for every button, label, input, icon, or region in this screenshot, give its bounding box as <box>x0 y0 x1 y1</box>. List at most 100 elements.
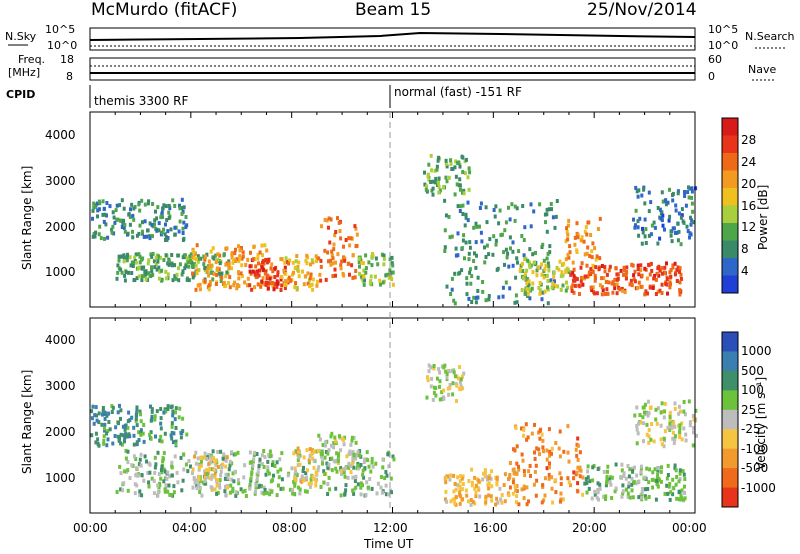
heatmap-cell <box>648 467 652 472</box>
heatmap-cell <box>128 255 132 260</box>
heatmap-cell <box>269 453 273 458</box>
heatmap-cell <box>174 439 178 444</box>
heatmap-cell <box>101 212 105 217</box>
heatmap-cell <box>105 443 109 448</box>
heatmap-cell <box>437 155 440 160</box>
heatmap-cell <box>256 252 260 257</box>
heatmap-cell <box>103 428 106 433</box>
heatmap-cell <box>550 486 554 491</box>
heatmap-cell <box>547 427 551 432</box>
heatmap-cell <box>117 254 121 259</box>
heatmap-cell <box>251 269 255 274</box>
heatmap-cell <box>97 411 101 416</box>
xtick: 00:00 <box>672 521 707 535</box>
heatmap-cell <box>362 282 366 287</box>
heatmap-cell <box>227 265 231 270</box>
heatmap-cell <box>300 269 304 274</box>
heatmap-cell <box>329 434 333 439</box>
heatmap-cell <box>370 254 374 259</box>
heatmap-cell <box>134 260 138 265</box>
heatmap-cell <box>113 434 117 438</box>
heatmap-cell <box>490 484 494 489</box>
heatmap-cell <box>110 227 114 232</box>
heatmap-cell <box>587 270 591 275</box>
heatmap-cell <box>509 246 512 251</box>
heatmap-cell <box>566 223 570 228</box>
heatmap-cell <box>193 454 197 459</box>
heatmap-cell <box>156 483 160 488</box>
heatmap-cell <box>359 492 363 497</box>
heatmap-cell <box>449 161 453 166</box>
heatmap-cell <box>593 246 597 251</box>
heatmap-cell <box>673 261 677 266</box>
heatmap-cell <box>611 290 615 295</box>
heatmap-cell <box>606 291 610 296</box>
heatmap-cell <box>205 471 209 476</box>
heatmap-cell <box>212 467 216 472</box>
heatmap-cell <box>132 433 136 438</box>
heatmap-cell <box>94 204 98 209</box>
heatmap-cell <box>195 243 199 248</box>
heatmap-cell <box>283 279 287 284</box>
heatmap-cell <box>233 280 237 285</box>
heatmap-cell <box>449 499 453 504</box>
heatmap-cell <box>362 268 366 273</box>
heatmap-cell <box>180 272 184 277</box>
heatmap-cell <box>183 266 187 271</box>
heatmap-cell <box>364 266 368 271</box>
heatmap-cell <box>228 459 232 464</box>
heatmap-cell <box>475 224 479 229</box>
heatmap-cell <box>178 219 182 224</box>
heatmap-cell <box>658 207 662 212</box>
heatmap-cell <box>656 289 660 294</box>
heatmap-cell <box>550 451 553 456</box>
colorbar-frame <box>721 331 739 508</box>
heatmap-cell <box>620 475 624 480</box>
heatmap-cell <box>97 232 101 237</box>
heatmap-cell <box>615 277 619 282</box>
heatmap-cell <box>575 453 579 458</box>
heatmap-cell <box>672 441 676 445</box>
heatmap-cell <box>189 258 193 263</box>
heatmap-cell <box>102 434 106 439</box>
heatmap-cell <box>117 438 121 442</box>
heatmap-cell <box>591 285 595 290</box>
heatmap-cell <box>454 159 458 164</box>
station-title: McMurdo (fitACF) <box>91 0 238 20</box>
heatmap-cell <box>318 272 322 277</box>
heatmap-cell <box>148 273 152 278</box>
heatmap-cell <box>583 252 587 257</box>
heatmap-cell <box>215 273 219 277</box>
heatmap-cell <box>195 268 199 273</box>
heatmap-cell <box>482 471 486 476</box>
heatmap-cell <box>212 456 215 461</box>
heatmap-cell <box>309 481 313 486</box>
heatmap-cell <box>566 476 570 481</box>
heatmap-cell <box>340 259 344 264</box>
heatmap-cell <box>384 483 388 488</box>
heatmap-cell <box>548 449 552 454</box>
heatmap-cell <box>427 162 431 167</box>
heatmap-cell <box>660 210 664 215</box>
heatmap-cell <box>321 443 325 447</box>
heatmap-cell <box>376 262 380 267</box>
heatmap-cell <box>528 296 532 301</box>
heatmap-cell <box>543 289 547 294</box>
heatmap-cell <box>292 480 296 484</box>
heatmap-cell <box>362 261 366 266</box>
heatmap-cell <box>602 276 606 280</box>
heatmap-cell <box>628 467 632 472</box>
heatmap-cell <box>654 407 658 412</box>
heatmap-cell <box>279 467 283 472</box>
heatmap-cell <box>679 277 683 281</box>
heatmap-cell <box>354 485 358 490</box>
heatmap-cell <box>468 240 472 245</box>
heatmap-cell <box>215 491 219 496</box>
heatmap-cell <box>572 267 576 272</box>
heatmap-cell <box>296 458 300 463</box>
heatmap-cell <box>122 253 126 258</box>
heatmap-cell <box>102 206 106 211</box>
heatmap-cell <box>154 256 158 261</box>
heatmap-cell <box>254 483 258 488</box>
heatmap-cell <box>250 472 254 477</box>
